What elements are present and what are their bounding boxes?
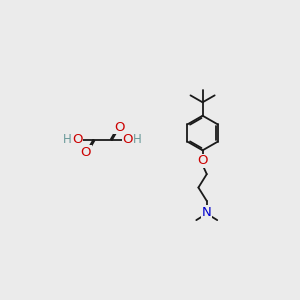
Text: O: O (197, 154, 208, 167)
Text: N: N (202, 206, 211, 218)
Text: O: O (72, 134, 83, 146)
Text: O: O (122, 134, 133, 146)
Text: H: H (133, 134, 142, 146)
Text: O: O (114, 121, 124, 134)
Text: O: O (81, 146, 91, 159)
Text: H: H (63, 134, 72, 146)
